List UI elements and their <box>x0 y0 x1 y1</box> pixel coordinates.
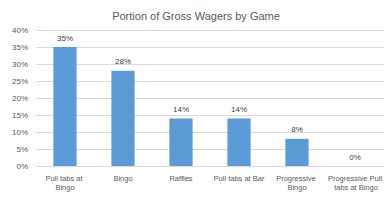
svg-text:15%: 15% <box>12 111 28 120</box>
svg-text:14%: 14% <box>173 105 189 114</box>
svg-text:8%: 8% <box>291 125 303 134</box>
svg-text:Pull tabs at: Pull tabs at <box>45 174 84 183</box>
svg-text:35%: 35% <box>12 43 28 52</box>
svg-text:20%: 20% <box>12 94 28 103</box>
svg-text:40%: 40% <box>12 26 28 35</box>
svg-text:25%: 25% <box>12 77 28 86</box>
svg-text:10%: 10% <box>12 128 28 137</box>
svg-text:Bingo: Bingo <box>287 183 306 192</box>
svg-text:0%: 0% <box>16 162 28 171</box>
svg-text:Bingo: Bingo <box>113 174 132 183</box>
svg-text:30%: 30% <box>12 60 28 69</box>
svg-text:Portion of Gross Wagers by Gam: Portion of Gross Wagers by Game <box>112 10 280 22</box>
svg-text:Raffles: Raffles <box>169 174 192 183</box>
svg-text:Progressive: Progressive <box>276 174 318 183</box>
svg-text:28%: 28% <box>115 57 131 66</box>
svg-text:Bingo: Bingo <box>55 183 74 192</box>
svg-text:5%: 5% <box>16 145 28 154</box>
svg-text:Progressive Pull: Progressive Pull <box>328 174 383 183</box>
svg-text:14%: 14% <box>231 105 247 114</box>
svg-text:35%: 35% <box>57 34 73 43</box>
svg-text:0%: 0% <box>349 153 361 162</box>
svg-text:tabs at Bingo: tabs at Bingo <box>332 183 378 192</box>
svg-text:Pull tabs at Bar: Pull tabs at Bar <box>214 174 265 183</box>
